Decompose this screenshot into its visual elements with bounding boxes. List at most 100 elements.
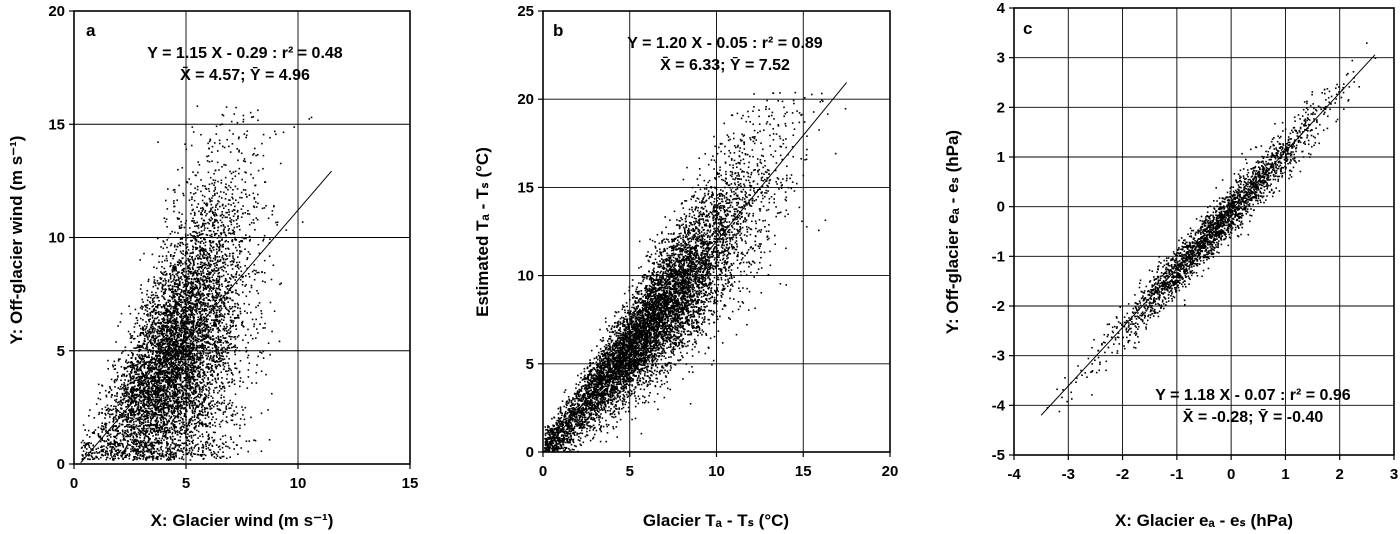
scatter-point: [181, 385, 184, 387]
scatter-point: [244, 181, 247, 183]
scatter-point: [196, 296, 198, 299]
scatter-point: [173, 322, 175, 325]
scatter-point: [152, 378, 155, 380]
scatter-points: [80, 105, 313, 461]
scatter-point: [112, 426, 114, 428]
scatter-point: [211, 160, 213, 162]
scatter-point: [149, 318, 151, 320]
scatter-point: [145, 390, 147, 392]
scatter-point: [211, 365, 213, 367]
scatter-point: [188, 345, 190, 348]
scatter-point: [177, 286, 179, 288]
scatter-point: [194, 257, 197, 260]
scatter-point: [240, 216, 243, 218]
scatter-point: [193, 404, 195, 406]
scatter-point: [130, 388, 133, 391]
scatter-point: [93, 431, 95, 433]
scatter-point: [180, 398, 183, 400]
scatter-point: [186, 362, 188, 365]
scatter-point: [130, 364, 133, 366]
scatter-point: [188, 355, 191, 358]
scatter-point: [231, 415, 234, 417]
scatter-point: [167, 345, 169, 347]
scatter-point: [187, 401, 189, 404]
scatter-point: [133, 413, 135, 415]
scatter-point: [186, 276, 188, 278]
scatter-point: [160, 277, 163, 280]
scatter-point: [111, 451, 113, 453]
scatter-point: [230, 223, 233, 226]
scatter-point: [165, 414, 168, 417]
scatter-point: [135, 438, 137, 441]
scatter-point: [210, 264, 213, 266]
scatter-point: [160, 321, 162, 324]
scatter-point: [222, 203, 224, 206]
scatter-point: [214, 380, 217, 382]
scatter-point: [148, 301, 151, 303]
scatter-point: [216, 318, 218, 321]
scatter-point: [191, 449, 194, 451]
scatter-point: [191, 346, 193, 349]
scatter-point: [109, 433, 112, 436]
scatter-point: [198, 357, 200, 359]
scatter-point: [114, 416, 117, 418]
scatter-point: [178, 225, 181, 228]
scatter-point: [174, 339, 177, 342]
scatter-point: [151, 315, 154, 317]
scatter-point: [177, 232, 179, 234]
scatter-point: [201, 355, 203, 357]
scatter-point: [218, 195, 221, 198]
scatter-point: [169, 450, 172, 452]
scatter-point: [184, 244, 187, 246]
scatter-point: [147, 296, 150, 298]
scatter-point: [209, 249, 211, 252]
scatter-point: [165, 426, 167, 429]
scatter-point: [196, 279, 199, 281]
scatter-point: [208, 368, 210, 370]
scatter-point: [216, 251, 218, 253]
scatter-point: [213, 321, 216, 323]
scatter-point: [101, 445, 103, 447]
scatter-point: [207, 332, 209, 334]
scatter-point: [168, 379, 170, 381]
scatter-point: [243, 133, 246, 135]
scatter-point: [145, 331, 147, 333]
scatter-point: [132, 409, 135, 412]
scatter-point: [192, 251, 194, 253]
scatter-point: [162, 385, 165, 387]
scatter-point: [83, 442, 86, 444]
scatter-point: [206, 389, 208, 391]
scatter-point: [207, 438, 210, 440]
scatter-point: [171, 285, 174, 288]
scatter-point: [194, 335, 196, 337]
scatter-point: [176, 410, 179, 413]
scatter-point: [193, 367, 195, 370]
scatter-point: [138, 433, 141, 435]
scatter-point: [220, 179, 223, 182]
scatter-point: [173, 278, 175, 280]
scatter-point: [182, 253, 184, 255]
scatter-point: [108, 434, 111, 437]
scatter-point: [123, 397, 126, 399]
scatter-point: [242, 120, 245, 123]
scatter-point: [202, 435, 204, 438]
scatter-point: [219, 385, 221, 388]
scatter-point: [195, 349, 197, 351]
scatter-point: [133, 440, 135, 443]
scatter-point: [124, 452, 126, 455]
scatter-point: [221, 401, 223, 404]
scatter-point: [224, 362, 226, 365]
scatter-point: [203, 341, 206, 343]
scatter-point: [191, 386, 193, 388]
scatter-point: [160, 282, 162, 284]
scatter-point: [275, 221, 277, 224]
scatter-point: [152, 411, 154, 414]
scatter-point: [205, 352, 207, 354]
scatter-point: [191, 308, 194, 310]
scatter-point: [301, 221, 304, 223]
scatter-point: [154, 322, 156, 325]
scatter-point: [173, 395, 176, 397]
scatter-point: [209, 357, 211, 359]
scatter-point: [222, 337, 225, 339]
scatter-point: [224, 327, 226, 330]
